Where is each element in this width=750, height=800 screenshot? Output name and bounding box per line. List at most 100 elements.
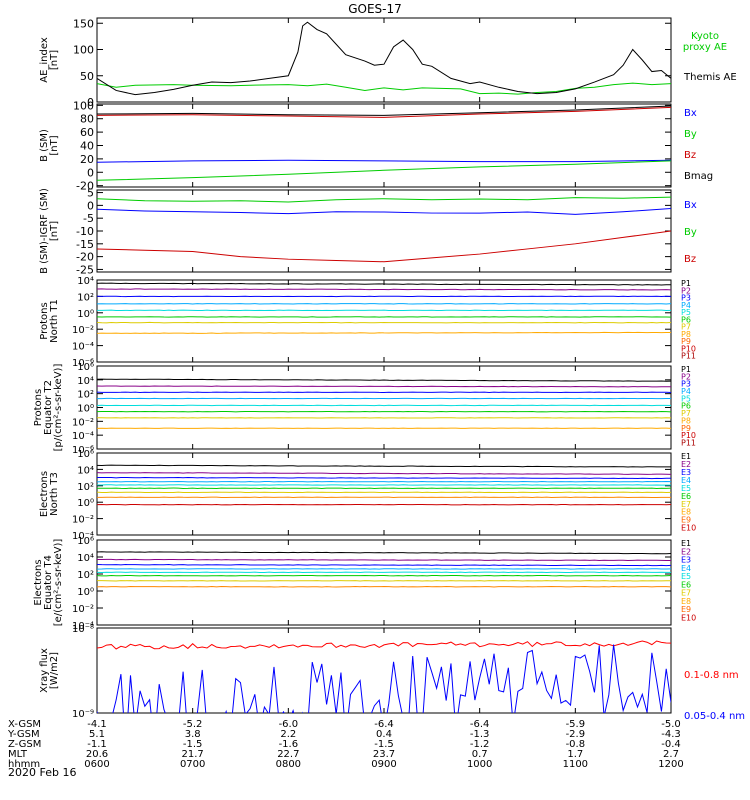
series-group (97, 464, 671, 506)
legend-label: Themis AE (683, 72, 737, 83)
x-axis-value: -1.1 (87, 739, 107, 750)
panel-6: Electrons North T310⁶10⁴10²10⁰10⁻²10⁻⁴E1E… (39, 449, 696, 542)
series-line (97, 472, 671, 475)
x-axis-value: -6.4 (374, 719, 394, 730)
y-tick-label: 10² (77, 292, 94, 303)
x-axis-value: 1200 (658, 759, 683, 770)
series-line (97, 159, 671, 163)
x-axis-value: -5.2 (183, 719, 203, 730)
series-line (97, 644, 671, 713)
y-tick-label: 100 (73, 99, 94, 112)
series-line (97, 476, 671, 480)
date-label: 2020 Feb 16 (8, 766, 76, 779)
panel-5: Protons Equator T2 [p/(cm²-s-sr-keV)] 10⁶ 10… (33, 362, 696, 456)
series-line (97, 282, 671, 286)
legend-label: 0.1-0.8 nm (684, 670, 739, 681)
y-tick-label: 10⁰ (77, 587, 94, 598)
legend-label: E9 (681, 516, 691, 525)
legend-label: E5 (681, 572, 691, 581)
legend-label: P1 (681, 279, 691, 288)
y-axis-label: Electrons (39, 471, 50, 517)
x-axis-value: 3.8 (185, 729, 201, 740)
y-tick-label: 10⁻⁴ (72, 342, 94, 353)
legend-label: E2 (681, 547, 691, 556)
legend-label: P9 (681, 337, 691, 346)
y-tick-label: 10⁻² (72, 604, 94, 615)
x-axis-value: 0800 (276, 759, 301, 770)
y-axis-label: North T1 (49, 299, 60, 343)
y-tick-label: 0 (87, 199, 94, 212)
legend-label: P4 (681, 301, 691, 310)
x-axis-value: 0900 (371, 759, 396, 770)
x-axis-value: -0.8 (566, 739, 586, 750)
legend-label: P9 (681, 424, 691, 433)
x-axis-value: 20.6 (86, 749, 108, 760)
series-line (97, 551, 671, 555)
y-tick-label: 10⁰ (77, 309, 94, 320)
legend-label: E1 (681, 539, 691, 548)
series-line (97, 378, 671, 382)
y-tick-label: 10² (77, 482, 94, 493)
x-axis-value: 21.7 (182, 749, 204, 760)
series-line (97, 106, 671, 118)
x-axis-value: 0.4 (376, 729, 392, 740)
legend-label: E10 (681, 613, 696, 622)
x-axis-value: -2.9 (566, 729, 586, 740)
legend-label: Bx (684, 108, 697, 119)
y-tick-label: 10⁻⁴ (72, 431, 94, 442)
legend-label: E8 (681, 508, 691, 517)
x-axis-value: -1.2 (470, 739, 490, 750)
panel-frame (96, 627, 672, 714)
legend-label: E3 (681, 556, 691, 565)
x-axis-value: 0600 (84, 759, 109, 770)
y-tick-label: 10⁴ (77, 465, 94, 476)
legend-label: Kyoto (691, 31, 719, 42)
legend-label: E2 (681, 460, 691, 469)
x-axis-value: -1.5 (374, 739, 394, 750)
y-tick-label: 10⁰ (77, 498, 94, 509)
series-group (97, 21, 671, 96)
x-axis-value: 1100 (563, 759, 588, 770)
y-tick-label: 10⁴ (77, 376, 94, 387)
y-axis-label: [nT] (49, 50, 60, 70)
y-axis-label: B (SM)-IGRF (SM) (39, 188, 50, 274)
y-tick-label: 100 (73, 44, 94, 57)
legend-label: P3 (681, 380, 691, 389)
y-tick-label: 10⁴ (77, 553, 94, 564)
y-tick-label: 150 (73, 17, 94, 30)
panel-frame (96, 17, 672, 103)
y-tick-label: 5 (87, 187, 94, 200)
legend-label: P6 (681, 402, 691, 411)
y-tick-label: 0 (87, 96, 94, 109)
legend-label: E4 (681, 476, 691, 485)
y-tick-label: -25 (76, 263, 94, 276)
x-axis-value: 1000 (467, 759, 492, 770)
panel-7: Electrons Equator T4 [e/(cm²-s-sr-keV)] 10⁶… (33, 536, 696, 632)
legend-label: Bx (684, 200, 697, 211)
x-axis-row-label: X-GSM (8, 719, 41, 730)
y-tick-label: -20 (76, 251, 94, 264)
y-tick-label: 80 (80, 113, 94, 126)
legend-label: E10 (681, 524, 696, 533)
y-tick-label: -15 (76, 238, 94, 251)
legend-label: E1 (681, 452, 691, 461)
series-line (97, 207, 671, 215)
y-axis-label: [p/(cm²-s-sr-keV)] (53, 364, 64, 452)
legend-label: E4 (681, 564, 691, 573)
y-axis-label: [e/(cm²-s-sr-keV)] (53, 539, 64, 627)
x-axis-value: 1.7 (567, 749, 583, 760)
legend-label: Bz (684, 254, 696, 265)
series-line (97, 464, 671, 468)
chart-title: GOES-17 (348, 2, 402, 16)
legend-label: P5 (681, 394, 691, 403)
x-axis-value: -5.0 (661, 719, 681, 730)
x-axis-row-label: MLT (8, 749, 28, 760)
x-axis-value: 2.2 (280, 729, 296, 740)
y-axis-label: B (SM) (39, 129, 50, 162)
y-axis-label: North T3 (49, 472, 60, 516)
y-tick-label: 10⁶ (77, 449, 94, 460)
y-tick-label: 10⁻⁸ (72, 624, 94, 635)
y-tick-label: 10⁻⁶ (72, 358, 94, 369)
legend-label: P2 (681, 286, 691, 295)
